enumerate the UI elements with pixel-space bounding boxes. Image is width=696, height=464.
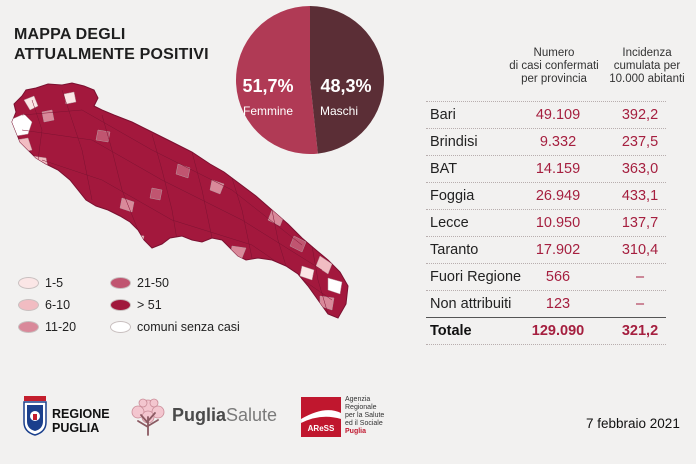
legend-item-1-5: 1-5 (18, 276, 63, 290)
page-title: MAPPA DEGLI ATTUALMENTE POSITIVI (14, 25, 209, 65)
header-line: per provincia (521, 73, 587, 85)
table-row: Fuori Regione 566 – (426, 263, 666, 290)
puglia-salute-part2: Salute (226, 405, 278, 425)
aress-description: Agenzia Regionale per la Salute ed il So… (345, 396, 395, 436)
table-row: Foggia 26.949 433,1 (426, 182, 666, 209)
legend-item-no-cases: comuni senza casi (110, 320, 240, 334)
province-table: Bari 49.109 392,2 Brindisi 9.332 237,5 B… (426, 101, 666, 345)
report-date: 7 febbraio 2021 (586, 416, 680, 431)
province-name: Taranto (430, 242, 479, 258)
incidence-value: 237,5 (621, 134, 659, 150)
incidence-value: 433,1 (621, 188, 659, 204)
table-bottom-rule (426, 344, 666, 345)
legend-swatch (18, 321, 39, 333)
incidence-value: 310,4 (621, 242, 659, 258)
legend-item-6-10: 6-10 (18, 298, 70, 312)
map-legend: 1-5 6-10 11-20 21-50 > 51 comuni senza c… (18, 276, 278, 340)
cases-value: 17.902 (535, 242, 581, 258)
cases-value: 566 (545, 269, 571, 285)
pie-slice-female (236, 6, 318, 154)
puglia-region-shape (11, 82, 349, 319)
cases-value: 10.950 (535, 215, 581, 231)
province-name: Bari (430, 107, 456, 123)
total-incidence: 321,2 (621, 323, 659, 339)
male-percentage: 48,3% (320, 76, 371, 96)
incidence-value: – (635, 296, 645, 312)
legend-label: 1-5 (45, 276, 64, 290)
aress-logo-label: AReSS (308, 424, 335, 433)
province-name: Non attribuiti (430, 296, 512, 312)
province-name: Lecce (430, 215, 469, 231)
aress-logo-icon: AReSS (301, 397, 341, 437)
cases-value: 9.332 (539, 134, 577, 150)
table-row: Taranto 17.902 310,4 (426, 236, 666, 263)
cases-value: 26.949 (535, 188, 581, 204)
legend-swatch (18, 277, 39, 289)
header-line: di casi confermati (509, 60, 599, 72)
legend-item-21-50: 21-50 (110, 276, 169, 290)
table-row: BAT 14.159 363,0 (426, 155, 666, 182)
regione-line: REGIONE (52, 407, 110, 421)
aress-line: Agenzia (345, 396, 371, 403)
regione-line: PUGLIA (52, 421, 100, 435)
incidence-value: – (635, 269, 645, 285)
table-row: Bari 49.109 392,2 (426, 101, 666, 128)
legend-item-over-51: > 51 (110, 298, 162, 312)
coat-of-arms-icon (23, 396, 47, 436)
regione-puglia-logo-text: REGIONE PUGLIA (52, 407, 110, 435)
aress-line: ed il Sociale (345, 420, 383, 427)
column-header-cases: Numero di casi confermati per provincia (500, 47, 608, 86)
province-name: Fuori Regione (430, 269, 522, 285)
header-line: Numero (533, 47, 575, 59)
puglia-salute-part1: Puglia (172, 405, 227, 425)
cases-value: 123 (545, 296, 571, 312)
title-line-1: MAPPA DEGLI (14, 26, 126, 43)
cases-value: 14.159 (535, 161, 581, 177)
province-name: BAT (430, 161, 458, 177)
total-cases: 129.090 (531, 323, 585, 339)
title-line-2: ATTUALMENTE POSITIVI (14, 46, 209, 63)
legend-label: 6-10 (45, 298, 71, 312)
male-label: Maschi (320, 104, 358, 118)
total-label: Totale (430, 323, 472, 339)
legend-swatch (110, 299, 131, 311)
province-name: Brindisi (430, 134, 478, 150)
table-row: Non attribuiti 123 – (426, 290, 666, 317)
column-header-incidence: Incidenza cumulata per 10.000 abitanti (598, 47, 696, 86)
legend-label: > 51 (137, 298, 162, 312)
incidence-value: 137,7 (621, 215, 659, 231)
header-line: Incidenza (622, 47, 672, 59)
cases-value: 49.109 (535, 107, 581, 123)
aress-puglia: Puglia (345, 428, 367, 435)
table-row: Brindisi 9.332 237,5 (426, 128, 666, 155)
legend-label: comuni senza casi (137, 320, 240, 334)
female-label: Femmine (243, 104, 293, 118)
aress-line: Regionale (345, 404, 377, 411)
gender-pie-chart: 51,7% Femmine 48,3% Maschi (236, 6, 385, 154)
legend-swatch (18, 299, 39, 311)
header-line: cumulata per (613, 60, 681, 72)
header-line: 10.000 abitanti (609, 73, 685, 85)
puglia-salute-logo-text: PugliaSalute (172, 405, 277, 426)
table-row: Lecce 10.950 137,7 (426, 209, 666, 236)
incidence-value: 363,0 (621, 161, 659, 177)
table-total-row: Totale 129.090 321,2 (426, 317, 666, 344)
pie-slice-male (310, 6, 385, 154)
legend-swatch (110, 277, 131, 289)
aress-line: per la Salute (345, 412, 385, 419)
tree-icon (131, 398, 165, 436)
female-percentage: 51,7% (242, 76, 293, 96)
incidence-value: 392,2 (621, 107, 659, 123)
legend-item-11-20: 11-20 (18, 320, 76, 334)
province-name: Foggia (430, 188, 475, 204)
legend-label: 11-20 (45, 320, 77, 334)
legend-label: 21-50 (137, 276, 169, 290)
municipality-borders (21, 89, 333, 315)
legend-swatch (110, 321, 131, 333)
puglia-map (11, 82, 349, 319)
